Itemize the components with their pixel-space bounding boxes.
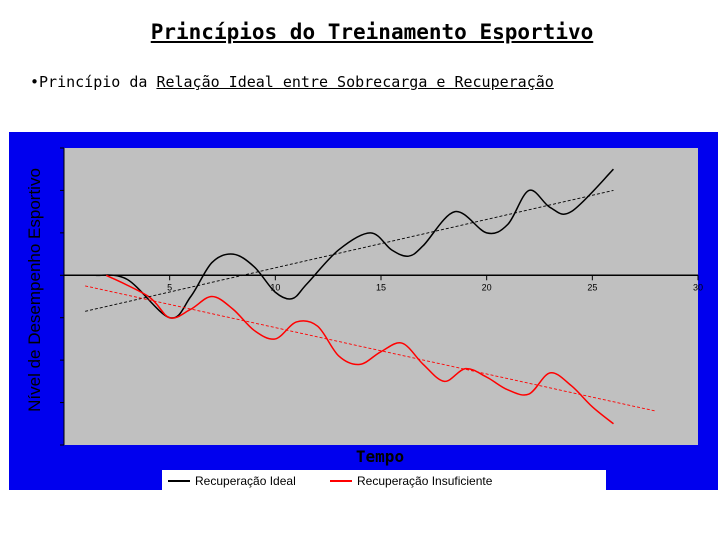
bullet-symbol: • <box>30 73 40 91</box>
legend-label-ideal: Recuperação Ideal <box>195 474 296 488</box>
x-axis-label: Tempo <box>356 447 404 466</box>
plot-area <box>64 148 698 445</box>
bullet-prefix: Princípio da <box>39 73 157 91</box>
x-tick-label: 30 <box>693 282 703 292</box>
legend-label-insufficient: Recuperação Insuficiente <box>357 474 493 488</box>
x-tick-label: 25 <box>587 282 597 292</box>
x-tick-label: 5 <box>167 282 172 292</box>
x-tick-label: 20 <box>482 282 492 292</box>
bullet-link[interactable]: Relação Ideal entre Sobrecarga e Recuper… <box>156 73 554 91</box>
legend-box <box>162 470 606 492</box>
insufficient-series-line <box>105 274 614 425</box>
slide-title: Princípios do Treinamento Esportivo <box>150 20 594 44</box>
insufficient-trend-line <box>85 285 656 412</box>
y-axis-label: Nível de Desempenho Esportivo <box>25 168 44 412</box>
x-tick-label: 15 <box>376 282 386 292</box>
ideal-series-line <box>95 168 614 319</box>
ideal-trend-line <box>85 189 614 312</box>
x-tick-label: 10 <box>270 282 280 292</box>
bullet-item: •Princípio da Relação Ideal entre Sobrec… <box>30 73 554 91</box>
